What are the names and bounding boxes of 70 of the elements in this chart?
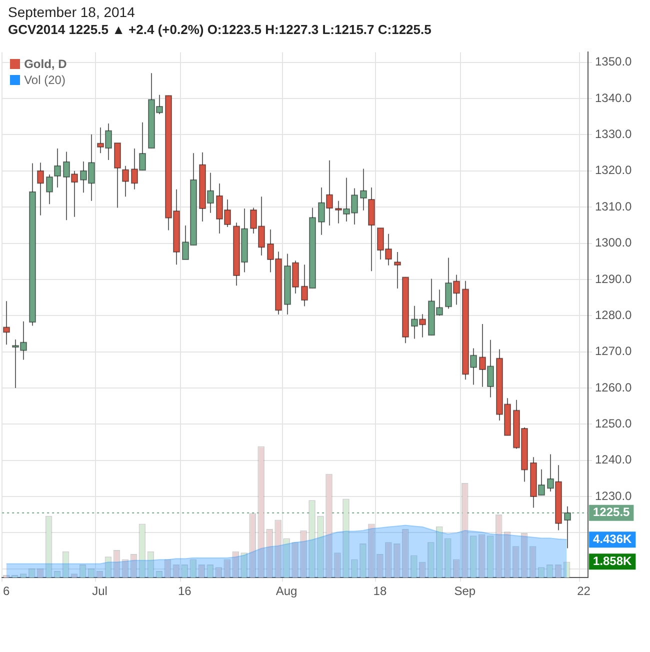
y-tick-label: 1230.0 [595, 488, 632, 503]
text: 1.858K [593, 554, 632, 568]
y-tick-label: 1310.0 [595, 199, 632, 214]
candlestick [97, 126, 104, 154]
candlestick [156, 94, 163, 115]
y-tick-label: 1320.0 [595, 163, 632, 178]
y-tick-label: 1340.0 [595, 90, 632, 105]
candlestick [131, 148, 138, 190]
candlestick [37, 162, 44, 216]
y-tick-label: 1270.0 [595, 344, 632, 358]
candlestick [335, 200, 342, 224]
candlestick [411, 305, 418, 340]
candlestick [445, 257, 452, 310]
x-tick-label: Jul [92, 584, 108, 598]
candlestick [88, 134, 95, 202]
legend-label: Vol (20) [24, 73, 66, 88]
candlestick [122, 165, 129, 198]
candlestick [453, 274, 460, 306]
candlestick [182, 225, 189, 260]
x-tick-label: 22 [577, 584, 591, 598]
y-tick-label: 1250.0 [595, 416, 632, 430]
candlestick [538, 468, 545, 496]
ref-line-label: 1225.5 [593, 505, 630, 520]
x-tick-label: 16 [178, 584, 192, 598]
candlestick [267, 229, 274, 273]
candlestick [46, 174, 53, 205]
chart-title: September 18, 2014 [8, 4, 135, 20]
candlestick [326, 160, 333, 226]
x-tick-label: Aug [276, 584, 298, 598]
candlestick [385, 233, 392, 266]
candlestick [318, 187, 325, 236]
candlestick [71, 170, 78, 218]
x-tick-label: 18 [373, 584, 387, 598]
y-tick-label: 1330.0 [595, 127, 632, 142]
y-tick-label: 1260.0 [595, 380, 632, 394]
y-tick-label: 1350.0 [595, 54, 632, 69]
candlestick [479, 323, 486, 388]
candlestick [139, 122, 146, 171]
candlestick [12, 339, 19, 388]
candlestick [360, 168, 367, 211]
candlestick [54, 148, 61, 188]
candlestick [207, 172, 214, 214]
candlestick [487, 339, 494, 398]
x-tick-label: Sep [454, 584, 476, 598]
y-tick-label: 1240.0 [595, 452, 632, 467]
y-tick-label: 1290.0 [595, 272, 632, 286]
y-tick-label: 1300.0 [595, 236, 632, 250]
candlestick [63, 151, 70, 221]
candlestick [250, 207, 257, 234]
candlestick [343, 177, 350, 222]
legend-label: Gold, D [24, 57, 67, 72]
chart-subtitle: GCV2014 1225.5 ▲ +2.4 (+0.2%) O:1223.5 H:1227.3 L:1215.7 C:1225.5 [8, 22, 432, 37]
candlestick [224, 198, 231, 228]
candlestick [216, 183, 223, 234]
text: 4.436K [593, 532, 632, 546]
x-tick-label: 6 [2, 584, 10, 598]
candlestick [377, 228, 384, 260]
candlestick [394, 251, 401, 289]
candlestick [20, 320, 27, 360]
y-tick-label: 1280.0 [595, 308, 632, 322]
candlestick [351, 188, 358, 225]
candlestick [80, 160, 87, 194]
candlestick [419, 314, 426, 338]
candlestick [258, 196, 265, 256]
candlestick [105, 122, 112, 161]
candlestick [3, 300, 10, 346]
candlestick [436, 289, 443, 316]
candlestick [470, 348, 477, 386]
candlestick [547, 454, 554, 492]
candlestick [301, 264, 308, 307]
